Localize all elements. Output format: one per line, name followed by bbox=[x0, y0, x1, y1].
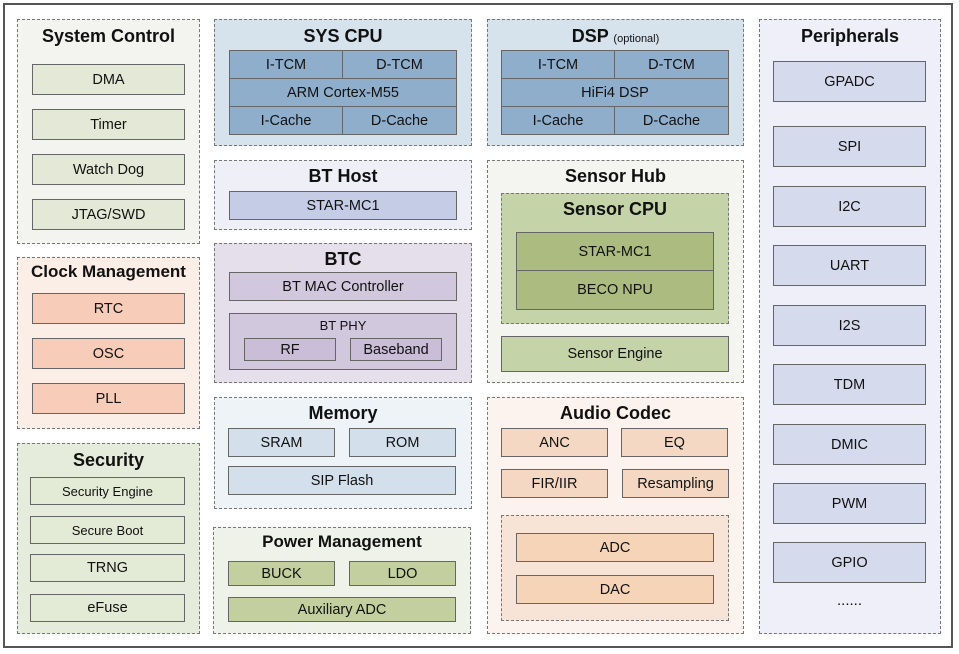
diagram-frame bbox=[3, 3, 953, 648]
pwm-block: PWM bbox=[773, 483, 926, 524]
dma-block: DMA bbox=[32, 64, 185, 95]
group-title: SYS CPU bbox=[303, 26, 383, 46]
dcache-block: D-Cache bbox=[342, 106, 457, 135]
bt-host-star-mc1-block: STAR-MC1 bbox=[229, 191, 457, 220]
efuse-block: eFuse bbox=[30, 594, 185, 622]
tdm-block: TDM bbox=[773, 364, 926, 405]
sram-block: SRAM bbox=[228, 428, 335, 457]
dsp-dtcm-block: D-TCM bbox=[614, 50, 729, 79]
group-title: DSP (optional) bbox=[488, 26, 743, 47]
secure-boot-block: Secure Boot bbox=[30, 516, 185, 544]
group-title: BT Host bbox=[308, 166, 378, 186]
eq-block: EQ bbox=[621, 428, 728, 457]
group-title: System Control bbox=[41, 26, 176, 46]
group-title: Memory bbox=[308, 403, 378, 423]
jtag-swd-block: JTAG/SWD bbox=[32, 199, 185, 230]
sensor-star-mc1-block: STAR-MC1 bbox=[516, 232, 714, 271]
dsp-icache-block: I-Cache bbox=[501, 106, 615, 135]
timer-block: Timer bbox=[32, 109, 185, 140]
security-engine-block: Security Engine bbox=[30, 477, 185, 505]
gpio-block: GPIO bbox=[773, 542, 926, 583]
dac-block: DAC bbox=[516, 575, 714, 604]
spi-block: SPI bbox=[773, 126, 926, 167]
group-title: Peripherals bbox=[800, 26, 900, 46]
bt-mac-controller-block: BT MAC Controller bbox=[229, 272, 457, 301]
buck-block: BUCK bbox=[228, 561, 335, 586]
i2s-block: I2S bbox=[773, 305, 926, 346]
group-title: Clock Management bbox=[31, 262, 186, 281]
ldo-block: LDO bbox=[349, 561, 456, 586]
rf-block: RF bbox=[244, 338, 336, 361]
dsp-title: DSP bbox=[571, 26, 609, 46]
dsp-itcm-block: I-TCM bbox=[501, 50, 615, 79]
dmic-block: DMIC bbox=[773, 424, 926, 465]
resampling-block: Resampling bbox=[622, 469, 729, 498]
osc-block: OSC bbox=[32, 338, 185, 369]
group-title: Power Management bbox=[262, 532, 422, 551]
auxiliary-adc-block: Auxiliary ADC bbox=[228, 597, 456, 622]
itcm-block: I-TCM bbox=[229, 50, 343, 79]
gpadc-block: GPADC bbox=[773, 61, 926, 102]
hifi4-dsp-block: HiFi4 DSP bbox=[501, 78, 729, 107]
beco-npu-block: BECO NPU bbox=[516, 270, 714, 310]
i2c-block: I2C bbox=[773, 186, 926, 227]
uart-block: UART bbox=[773, 245, 926, 286]
converter-group bbox=[501, 515, 729, 621]
group-title: BTC bbox=[324, 249, 362, 269]
fir-iir-block: FIR/IIR bbox=[501, 469, 608, 498]
pll-block: PLL bbox=[32, 383, 185, 414]
dtcm-block: D-TCM bbox=[342, 50, 457, 79]
sensor-engine-block: Sensor Engine bbox=[501, 336, 729, 372]
watchdog-block: Watch Dog bbox=[32, 154, 185, 185]
rtc-block: RTC bbox=[32, 293, 185, 324]
adc-block: ADC bbox=[516, 533, 714, 562]
baseband-block: Baseband bbox=[350, 338, 442, 361]
group-title: Security bbox=[72, 450, 145, 470]
dsp-optional-note: (optional) bbox=[613, 33, 660, 45]
trng-block: TRNG bbox=[30, 554, 185, 582]
icache-block: I-Cache bbox=[229, 106, 343, 135]
rom-block: ROM bbox=[349, 428, 456, 457]
group-title: Sensor CPU bbox=[562, 199, 668, 219]
anc-block: ANC bbox=[501, 428, 608, 457]
more-peripherals-ellipsis: ...... bbox=[836, 592, 862, 609]
sip-flash-block: SIP Flash bbox=[228, 466, 456, 495]
cortex-m55-block: ARM Cortex-M55 bbox=[229, 78, 457, 107]
bt-phy-label: BT PHY bbox=[319, 318, 367, 333]
group-title: Sensor Hub bbox=[564, 166, 666, 186]
group-title: Audio Codec bbox=[560, 403, 671, 423]
dsp-dcache-block: D-Cache bbox=[614, 106, 729, 135]
